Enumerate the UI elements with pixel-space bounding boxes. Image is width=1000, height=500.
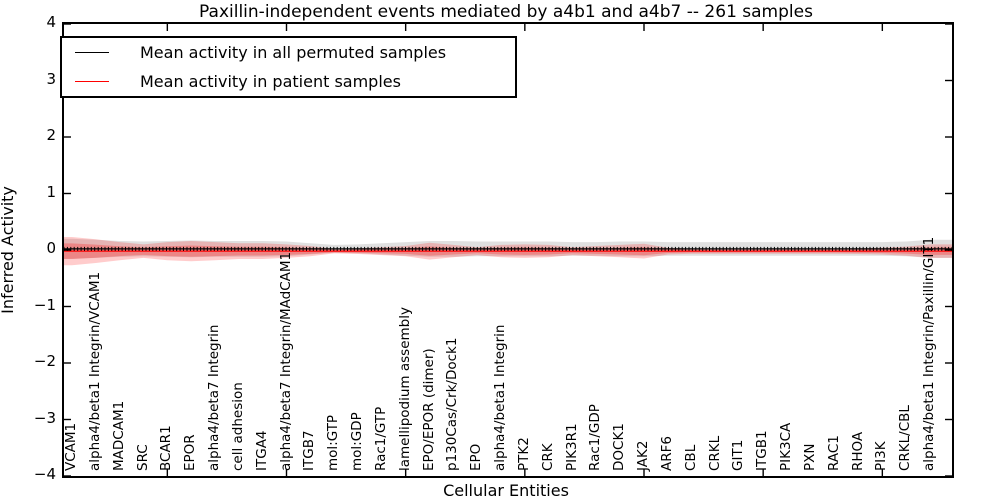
x-category-label: lamellipodium assembly (396, 307, 413, 471)
x-category-label: PIK3CA (778, 422, 794, 471)
legend-label: Mean activity in all permuted samples (140, 43, 447, 63)
y-tick-label: 2 (46, 126, 56, 144)
x-category-label: p130Cas/Crk/Dock1 (444, 337, 461, 471)
x-category-label: ARF6 (658, 436, 675, 471)
x-category-label: RHOA (849, 431, 866, 471)
x-category-label: EPO/EPOR (dimer) (420, 348, 437, 471)
x-category-label: Rac1/GTP (372, 406, 389, 471)
x-category-label: BCAR1 (158, 425, 175, 471)
x-axis-label: Cellular Entities (443, 481, 569, 500)
x-category-label: JAK2 (635, 440, 651, 471)
x-category-label: ITGB7 (301, 430, 318, 471)
y-tick-label: 1 (46, 182, 56, 201)
y-tick-label: −3 (33, 408, 56, 427)
x-category-label: alpha4/beta1 Integrin/Paxillin/GIT1 (921, 236, 937, 471)
x-category-label: alpha4/beta1 Integrin (492, 324, 508, 471)
legend-label: Mean activity in patient samples (140, 71, 401, 91)
x-category-label: alpha4/beta7 Integrin (206, 324, 222, 471)
x-category-label: mol:GTP (325, 414, 342, 471)
x-category-label: Rac1/GDP (587, 404, 604, 471)
x-category-label: EPO (468, 443, 485, 471)
x-category-label: EPOR (182, 434, 199, 471)
x-category-label: CRKL (706, 435, 723, 471)
x-category-label: GIT1 (730, 439, 747, 471)
legend-box: Mean activity in all permuted samples Mea… (60, 36, 517, 98)
y-tick-label: 4 (46, 13, 56, 31)
x-category-label: CBL (682, 444, 699, 471)
x-category-label: RAC1 (825, 435, 842, 471)
x-category-label: CRK (539, 443, 556, 471)
x-category-label: SRC (134, 444, 151, 471)
x-category-label: PI3K (873, 441, 890, 471)
legend-line-swatch (75, 52, 109, 54)
y-tick-label: −1 (33, 295, 56, 314)
plot-area (62, 22, 954, 478)
x-category-label: PXN (801, 443, 818, 472)
legend-entry: Mean activity in patient samples (62, 67, 515, 95)
y-tick-label: −2 (33, 352, 56, 370)
x-category-label: PIK3R1 (563, 423, 580, 471)
x-category-label: MADCAM1 (110, 400, 127, 471)
y-tick-label: −4 (33, 465, 56, 483)
x-category-label: DOCK1 (611, 423, 628, 471)
chart-title: Paxillin-independent events mediated by … (199, 2, 813, 22)
legend-entry: Mean activity in all permuted samples (62, 39, 515, 67)
x-category-label: cell adhesion (229, 382, 246, 471)
x-category-label: ITGB1 (754, 430, 771, 471)
x-category-label: PTK2 (515, 437, 532, 471)
x-category-label: VCAM1 (63, 422, 79, 471)
x-category-label: alpha4/beta7 Integrin/MAdCAM1 (277, 251, 294, 471)
x-category-label: ITGA4 (253, 430, 270, 471)
x-category-label: CRKL/CBL (897, 405, 914, 471)
legend-line-swatch (75, 80, 109, 82)
sample-markers (64, 246, 952, 251)
x-category-label: alpha4/beta1 Integrin/VCAM1 (86, 271, 103, 471)
y-tick-label: 0 (46, 239, 56, 257)
y-tick-label: 3 (46, 69, 56, 88)
x-category-label: mol:GDP (349, 412, 365, 471)
